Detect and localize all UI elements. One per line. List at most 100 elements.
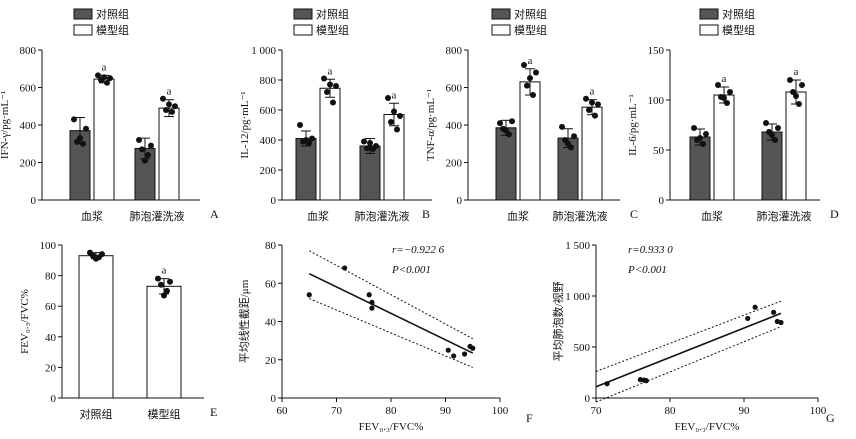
data-point xyxy=(366,292,372,298)
data-point xyxy=(391,108,397,115)
panel-g-xtick-label: 90 xyxy=(739,405,751,417)
bar xyxy=(383,114,405,201)
data-point xyxy=(388,119,394,125)
category-label: 血浆 xyxy=(81,209,103,223)
panel-a-ytick-label: 200 xyxy=(20,158,37,170)
panel-g-xtick-label: 80 xyxy=(665,405,677,417)
data-point xyxy=(104,79,110,86)
panel-b-ytick-label: 0 xyxy=(271,195,277,207)
data-point xyxy=(297,122,303,128)
regression-line xyxy=(308,272,474,354)
panel-b-ytick-label: 400 xyxy=(260,135,277,147)
data-point xyxy=(470,345,476,351)
panel-f-x-label: FEV₀.₃/FVC% xyxy=(359,421,424,433)
legend-swatch xyxy=(699,8,719,20)
data-point xyxy=(167,278,173,285)
panel-b-ytick-label: 600 xyxy=(260,105,277,117)
data-point xyxy=(771,309,777,315)
panel-f: 0 20 40 60 80 平均线性截距/μm 60 70 80 90 100 FEV₀.₃/FVC%… xyxy=(237,240,533,433)
data-point xyxy=(503,127,509,134)
data-point xyxy=(303,137,309,143)
panel-e-ytick-label: 60 xyxy=(45,301,57,313)
significance-mark: a xyxy=(528,55,533,67)
legend-label: 模型组 xyxy=(316,23,349,37)
confidence-band-upper xyxy=(309,250,473,340)
data-point xyxy=(385,95,391,101)
data-point xyxy=(172,103,178,110)
panel-c-ytick-label: 200 xyxy=(446,158,463,170)
data-point xyxy=(309,135,315,142)
panel-f-ytick-label: 80 xyxy=(265,240,277,252)
data-point xyxy=(793,93,799,99)
data-point xyxy=(763,120,769,126)
data-point xyxy=(164,287,170,294)
panel-g-ytick-label: 1 000 xyxy=(565,291,590,303)
panel-f-xtick-label: 100 xyxy=(492,405,509,417)
significance-mark: a xyxy=(102,61,107,73)
data-point xyxy=(497,120,503,127)
data-point xyxy=(445,347,451,353)
data-point xyxy=(361,138,367,145)
category-label: 肺泡灌洗液 xyxy=(355,209,410,223)
panel-f-xtick-label: 60 xyxy=(277,405,289,417)
panel-f-p-value: P<0.001 xyxy=(391,264,431,276)
legend-label: 对照组 xyxy=(722,7,755,21)
panel-g: 0 500 1 000 1 500 平均肺泡数/视野 70 80 90 100 FEV₀.₃/FV… xyxy=(551,240,835,433)
data-point xyxy=(142,157,148,164)
data-point xyxy=(769,132,775,138)
panel-f-ytick-label: 40 xyxy=(265,317,277,329)
data-point xyxy=(592,112,598,119)
panel-c: 0 200 400 600 800 TNF-α/pg·mL⁻¹ 血浆 a 肺泡灌洗液 a 对照组模型… xyxy=(425,7,638,223)
panel-f-r-value: r=−0.922 6 xyxy=(392,244,445,256)
data-point xyxy=(160,95,166,102)
regression-line xyxy=(595,312,782,388)
category-label: 肺泡灌洗液 xyxy=(553,209,608,223)
panel-e-ytick-label: 40 xyxy=(45,332,57,344)
panel-letter: D xyxy=(830,207,839,221)
panel-g-xtick-label: 70 xyxy=(591,405,603,417)
panel-e-ytick-label: 0 xyxy=(51,393,57,405)
data-point xyxy=(775,125,781,131)
panel-e-ytick-label: 100 xyxy=(40,240,57,252)
category-label: 对照组 xyxy=(80,407,113,421)
bar xyxy=(158,107,180,201)
panel-d-ytick-label: 100 xyxy=(648,95,665,107)
legend-swatch xyxy=(293,24,313,36)
data-point xyxy=(370,146,376,152)
panel-letter: C xyxy=(630,207,638,221)
data-point xyxy=(565,140,571,147)
panel-e: 0 20 40 60 80 100 FEV₀.₃/FVC% 对照组 模型组 a E xyxy=(19,240,217,421)
data-point xyxy=(148,142,154,149)
data-point xyxy=(95,72,101,79)
confidence-band-lower xyxy=(595,326,782,403)
data-point xyxy=(586,107,592,113)
data-point xyxy=(787,77,793,83)
category-label: 肺泡灌洗液 xyxy=(757,209,812,223)
data-point xyxy=(752,304,758,310)
panel-f-xtick-label: 80 xyxy=(386,405,398,417)
data-point xyxy=(559,123,565,130)
data-point xyxy=(77,135,83,142)
panel-f-ytick-label: 0 xyxy=(271,393,277,405)
category-label: 血浆 xyxy=(307,209,329,223)
data-point xyxy=(715,82,721,88)
data-point xyxy=(604,381,610,387)
data-point xyxy=(369,305,375,311)
bar xyxy=(689,136,711,201)
panel-a-y-label: IFN-γ/pg·mL⁻¹ xyxy=(0,91,11,159)
panel-f-xtick-label: 90 xyxy=(440,405,452,417)
data-point xyxy=(397,113,403,119)
data-point xyxy=(691,125,697,131)
panel-c-ytick-label: 400 xyxy=(446,120,463,132)
data-point xyxy=(321,75,327,82)
data-point xyxy=(509,118,515,125)
panel-b-ytick-label: 800 xyxy=(260,75,277,87)
panel-a-ytick-label: 400 xyxy=(20,120,37,132)
confidence-band-lower xyxy=(309,298,473,368)
data-point xyxy=(451,353,457,359)
bar xyxy=(359,145,381,201)
significance-mark: a xyxy=(722,73,727,85)
panel-g-x-label: FEV₀.₃/FVC% xyxy=(675,421,740,433)
